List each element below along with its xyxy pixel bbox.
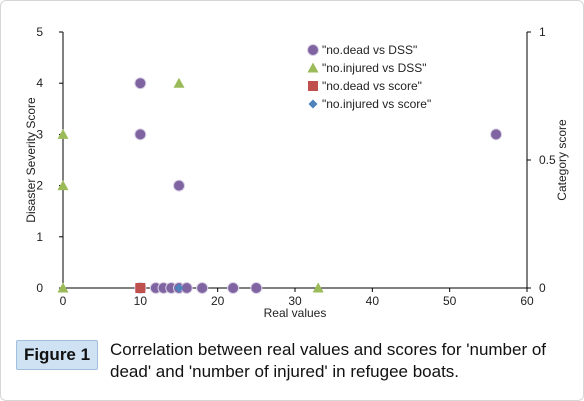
data-point xyxy=(57,180,69,191)
series-1 xyxy=(57,77,324,293)
legend-entry: "no.injured vs score" xyxy=(308,97,431,111)
legend: "no.dead vs DSS" "no.injured vs DSS" "no.d… xyxy=(307,43,431,111)
data-point xyxy=(57,128,69,139)
y2-axis-title: Category score xyxy=(555,119,569,201)
legend-entry: "no.dead vs DSS" xyxy=(307,43,417,57)
legend-marker xyxy=(308,81,318,91)
data-point xyxy=(173,77,185,88)
y-tick-label: 4 xyxy=(36,76,43,90)
y2-tick-label: 1 xyxy=(539,25,546,39)
x-axis-title: Real values xyxy=(264,306,327,320)
data-point xyxy=(134,77,147,90)
series-3 xyxy=(174,283,184,293)
x-tick-label: 30 xyxy=(288,294,302,308)
legend-label: "no.dead vs DSS" xyxy=(322,43,417,57)
y-tick-label: 0 xyxy=(36,281,43,295)
legend-entry: "no.dead vs score" xyxy=(308,79,422,93)
legend-label: "no.injured vs score" xyxy=(322,97,431,111)
series-2 xyxy=(135,283,146,293)
y-tick-label: 5 xyxy=(36,25,43,39)
figure-label: Figure 1 xyxy=(16,340,98,370)
marks-layer xyxy=(57,77,503,294)
y-axis-title: Disaster Severity Score xyxy=(24,97,38,223)
y-tick-label: 3 xyxy=(36,127,43,141)
data-point xyxy=(173,179,185,192)
y2-tick-label: 0 xyxy=(539,281,546,295)
data-point xyxy=(174,283,184,293)
data-point xyxy=(134,128,147,141)
legend-label: "no.injured vs DSS" xyxy=(322,61,427,75)
data-point xyxy=(250,282,263,294)
x-tick-label: 40 xyxy=(366,294,380,308)
data-point xyxy=(312,282,324,293)
x-tick-label: 50 xyxy=(443,294,457,308)
legend-entry: "no.injured vs DSS" xyxy=(307,61,427,75)
legend-marker xyxy=(308,99,318,109)
x-tick-label: 60 xyxy=(520,294,534,308)
y2-tick-label: 0.5 xyxy=(539,153,556,167)
legend-marker xyxy=(307,44,319,56)
figure-caption: Correlation between real values and scor… xyxy=(110,340,547,381)
data-point xyxy=(57,282,69,293)
data-point xyxy=(490,128,503,141)
y-tick-label: 1 xyxy=(36,230,43,244)
series-0 xyxy=(134,77,503,294)
data-point xyxy=(196,282,209,294)
y-tick-label: 2 xyxy=(36,179,43,193)
x-tick-label: 10 xyxy=(134,294,148,308)
legend-marker xyxy=(307,62,319,73)
figure-caption-row: Figure 1 Correlation between real values… xyxy=(16,340,576,390)
data-point xyxy=(135,283,146,293)
legend-label: "no.dead vs score" xyxy=(322,79,422,93)
x-tick-label: 0 xyxy=(60,294,67,308)
x-tick-label: 20 xyxy=(211,294,225,308)
data-point xyxy=(227,282,240,294)
